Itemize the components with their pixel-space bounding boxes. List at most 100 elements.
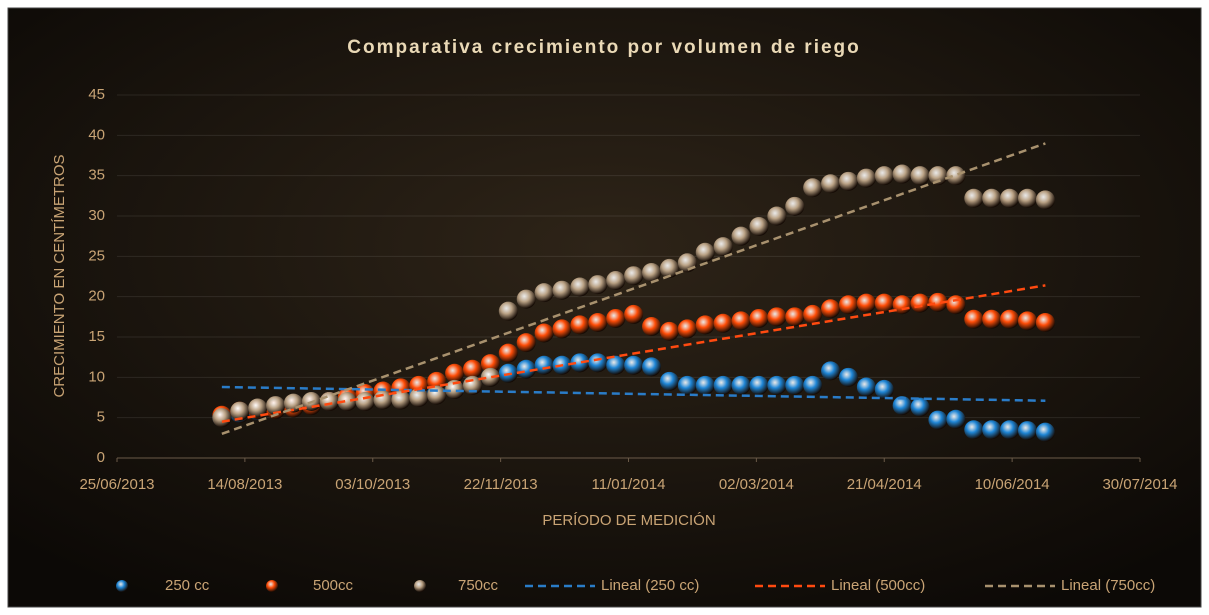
data-point	[928, 410, 948, 430]
data-point	[337, 392, 357, 412]
data-point	[713, 237, 733, 257]
y-tick-label: 20	[88, 288, 105, 305]
data-point	[409, 388, 429, 407]
y-tick-label: 5	[97, 409, 105, 426]
data-point	[856, 377, 876, 397]
data-point	[695, 242, 715, 262]
data-point	[1017, 188, 1037, 208]
data-point	[910, 166, 930, 186]
data-point	[892, 164, 912, 184]
data-point	[695, 315, 715, 335]
data-point	[731, 375, 751, 395]
data-point	[624, 266, 644, 286]
data-point	[1017, 421, 1037, 441]
data-point	[642, 262, 662, 282]
data-point	[516, 333, 536, 353]
data-point	[749, 375, 769, 395]
data-point	[391, 390, 411, 410]
data-point	[1035, 312, 1055, 332]
data-point	[570, 315, 590, 335]
y-tick-label: 40	[88, 126, 105, 143]
data-point	[1017, 311, 1037, 331]
data-point	[982, 188, 1002, 208]
legend-marker	[414, 580, 426, 592]
data-point	[713, 313, 733, 333]
data-point	[248, 398, 268, 418]
data-point	[516, 359, 536, 379]
data-point	[731, 226, 751, 246]
x-tick-label: 14/08/2013	[207, 476, 282, 493]
data-point	[803, 304, 823, 324]
legend-label: Lineal (250 cc)	[601, 577, 699, 594]
data-point	[588, 275, 608, 295]
data-point	[480, 354, 500, 374]
data-point	[695, 375, 715, 395]
data-point	[803, 178, 823, 198]
data-point	[1000, 309, 1020, 329]
legend-label: 750cc	[458, 577, 499, 594]
data-point	[856, 293, 876, 313]
x-axis-label: PERÍODO DE MEDICIÓN	[542, 512, 715, 529]
trend-line	[221, 284, 1046, 423]
data-point	[642, 357, 662, 377]
data-point	[821, 299, 841, 319]
legend-marker	[116, 580, 128, 592]
legend-label: Lineal (500cc)	[831, 577, 925, 594]
data-point	[785, 196, 805, 216]
data-point	[445, 363, 465, 383]
data-point	[624, 355, 644, 375]
data-point	[462, 359, 482, 379]
y-tick-label: 0	[97, 449, 105, 466]
data-point	[677, 319, 697, 339]
data-point	[964, 309, 984, 329]
data-point	[785, 307, 805, 327]
x-tick-label: 10/06/2014	[975, 476, 1050, 493]
data-point	[1035, 190, 1055, 210]
data-point	[821, 174, 841, 194]
data-point	[606, 271, 626, 291]
data-point	[838, 171, 858, 191]
data-point	[516, 289, 536, 309]
legend-label: 500cc	[313, 577, 354, 594]
y-tick-label: 35	[88, 167, 105, 184]
y-tick-label: 45	[88, 86, 105, 103]
data-point	[874, 293, 894, 313]
data-point	[480, 367, 500, 387]
data-point	[982, 309, 1002, 329]
data-point	[892, 396, 912, 416]
data-point	[731, 311, 751, 331]
data-point	[677, 375, 697, 395]
data-point	[606, 355, 626, 375]
data-point	[946, 295, 966, 315]
data-point	[874, 166, 894, 186]
x-tick-label: 03/10/2013	[335, 476, 410, 493]
data-point	[534, 323, 554, 343]
legend-label: 250 cc	[165, 577, 210, 594]
data-point	[355, 392, 375, 412]
x-tick-label: 11/01/2014	[592, 476, 666, 493]
data-point	[570, 353, 590, 373]
data-point	[266, 396, 286, 416]
data-point	[713, 375, 733, 395]
data-point	[821, 361, 841, 381]
chart-title: Comparativa crecimiento por volumen de r…	[347, 37, 861, 58]
trend-line	[221, 142, 1046, 435]
data-point	[767, 375, 787, 395]
x-tick-label: 30/07/2014	[1102, 476, 1177, 493]
data-point	[874, 379, 894, 399]
data-point	[534, 355, 554, 375]
data-point	[767, 206, 787, 226]
data-point	[677, 253, 697, 273]
data-point	[498, 343, 518, 363]
data-point	[1000, 420, 1020, 440]
data-point	[1000, 188, 1020, 208]
legend-marker	[266, 580, 278, 592]
data-point	[230, 401, 250, 421]
data-point	[659, 371, 679, 391]
data-point	[642, 317, 662, 337]
y-axis-label: CRECIMIENTO EN CENTÍMETROS	[51, 154, 68, 397]
data-point	[534, 283, 554, 303]
data-point	[749, 308, 769, 328]
data-point	[803, 375, 823, 395]
